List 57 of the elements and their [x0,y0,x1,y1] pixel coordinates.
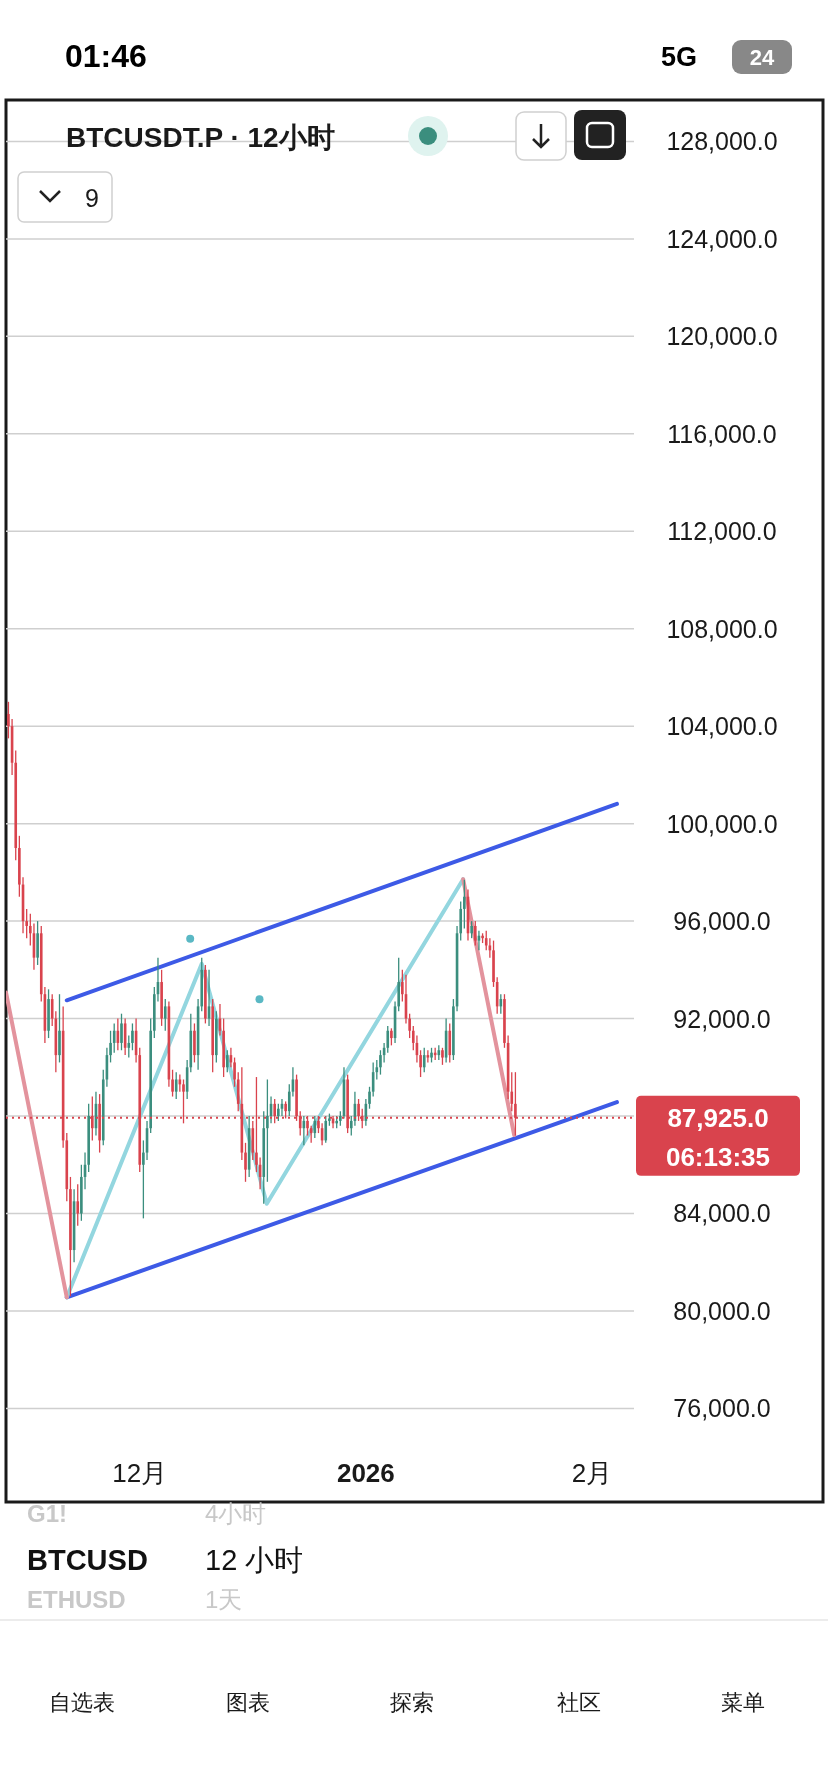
candlestick [36,920,39,966]
candlestick [76,1183,80,1227]
candlestick [193,1022,196,1064]
y-tick-label: 96,000.0 [673,907,771,936]
candlestick [463,879,466,930]
x-tick-label: 2026 [336,1458,395,1488]
ref-line-label: 87,925.0 [667,1102,769,1133]
candlestick [204,964,207,1025]
candlestick [266,1078,269,1183]
candlestick [492,939,495,988]
candlestick [430,1047,433,1064]
candlestick [174,1071,178,1100]
annotation: 9 [85,184,99,212]
text: 图表 [226,1690,270,1715]
y-tick-label: 120,000.0 [666,322,778,351]
candlestick [441,1047,444,1066]
candlestick [163,998,167,1032]
text: 自选表 [49,1690,115,1715]
y-tick-label: 84,000.0 [673,1199,771,1228]
y-tick-label: 116,000.0 [667,419,777,448]
candlestick [160,969,163,1027]
y-tick-label: 108,000.0 [666,614,778,643]
x-tick-label: 2月 [571,1458,613,1488]
candlestick [120,1013,123,1051]
y-tick-label: 92,000.0 [673,1004,771,1033]
candlestick [131,1022,134,1051]
text: BTCUSD [27,1544,148,1576]
y-tick-label: 112,000.0 [667,517,777,546]
candlestick [47,988,50,1039]
candlestick [58,993,61,1064]
text: 探索 [390,1690,434,1715]
y-tick-label: 100,000.0 [666,809,778,838]
candlestick [127,1034,131,1059]
candlestick [422,1047,426,1073]
candlestick [426,1049,430,1064]
candlestick [112,1022,116,1054]
y-tick-label: 124,000.0 [666,224,778,253]
y-tick-label: 128,000.0 [666,127,778,156]
candlestick [390,1027,393,1047]
y-tick-label: 76,000.0 [673,1394,771,1423]
candlestick [69,1176,72,1297]
text: 社区 [557,1690,601,1715]
candlestick [313,1115,317,1139]
annotation: 06:13:35 [665,1142,771,1172]
x-tick-label: 12月 [112,1458,168,1488]
candlestick [481,932,484,944]
candlestick [328,1112,331,1127]
text: 01:46 [65,38,147,74]
candlestick [225,1049,229,1073]
text: 菜单 [721,1690,765,1715]
candlestick [324,1115,328,1144]
text: 5G [661,42,698,72]
text: BTCUSDT.P · 12小时 [66,122,335,153]
y-tick-label: 104,000.0 [666,712,778,741]
text: 12 小时 [205,1544,304,1576]
y-tick-label: 80,000.0 [673,1296,771,1325]
text: 24 [749,45,775,70]
